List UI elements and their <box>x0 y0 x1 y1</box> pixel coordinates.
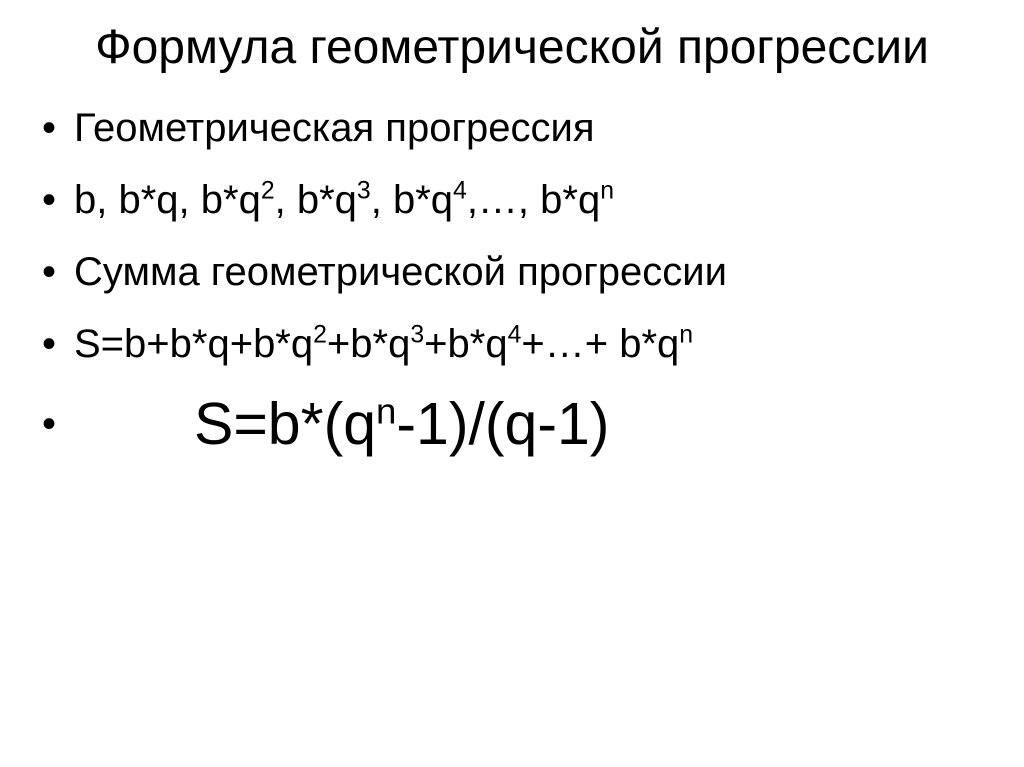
bullet-list: Геометрическая прогрессия b, b*q, b*q2, … <box>30 98 994 463</box>
list-item: Геометрическая прогрессия <box>36 98 994 158</box>
bullet-text: Геометрическая прогрессия <box>74 106 595 150</box>
slide: Формула геометрической прогрессии Геомет… <box>0 0 1024 767</box>
bullet-text: b, b*q, b*q2, b*q3, b*q4,…, b*qn <box>74 178 614 222</box>
bullet-text: Сумма геометрической прогрессии <box>74 250 727 294</box>
list-item: S=b+b*q+b*q2+b*q3+b*q4+…+ b*qn <box>36 314 994 374</box>
list-item-formula: S=b*(qn-1)/(q-1) <box>36 386 994 463</box>
list-item: b, b*q, b*q2, b*q3, b*q4,…, b*qn <box>36 170 994 230</box>
bullet-text: S=b+b*q+b*q2+b*q3+b*q4+…+ b*qn <box>74 322 693 366</box>
list-item: Сумма геометрической прогрессии <box>36 242 994 302</box>
slide-title: Формула геометрической прогрессии <box>30 18 994 78</box>
bullet-text-big: S=b*(qn-1)/(q-1) <box>74 386 609 463</box>
